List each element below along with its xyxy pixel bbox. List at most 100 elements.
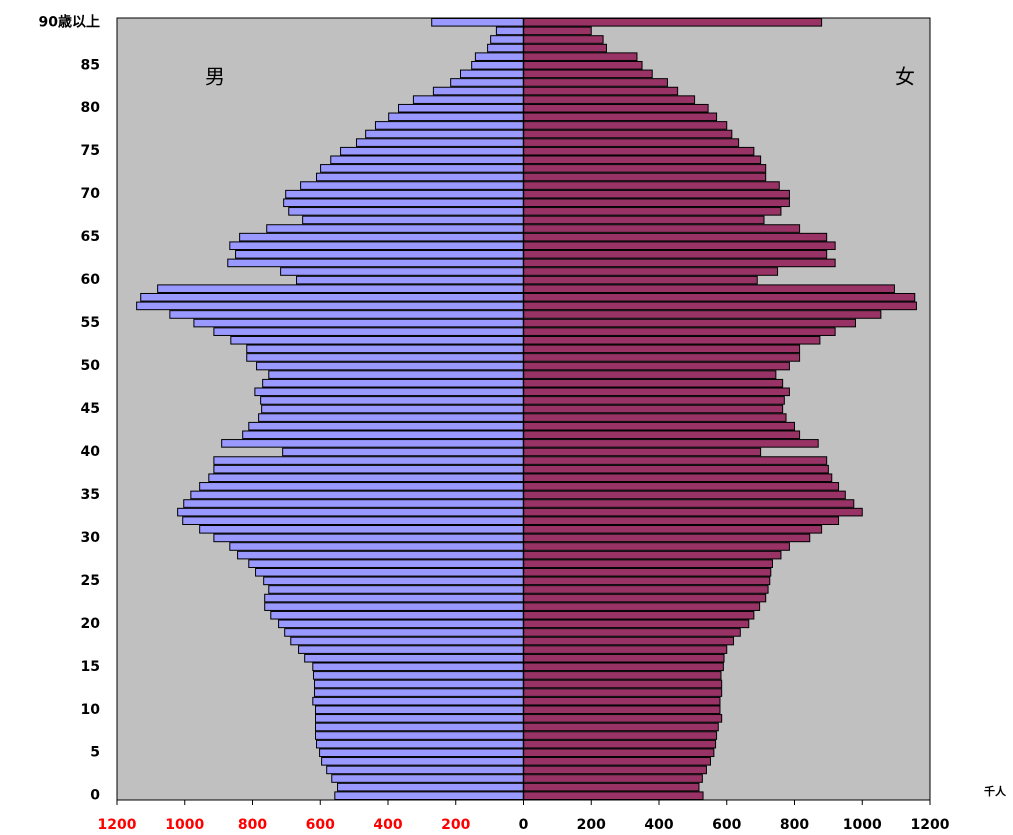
bar [495,26,524,36]
bar [183,499,524,508]
bar [136,301,525,311]
bar [264,593,524,603]
bar [523,164,767,173]
bar [523,765,707,775]
bar [246,353,525,362]
bar [304,653,525,663]
bar [334,791,524,801]
bar [282,447,524,457]
bar [290,636,524,646]
bar [312,662,524,672]
x-tick-label: 800 [780,817,809,833]
bar [412,95,524,104]
bar [523,559,773,568]
x-tick-label: 1200 [911,817,950,833]
bar [315,705,524,715]
bar [523,112,718,122]
bar [330,155,524,165]
bar [523,370,777,379]
bar [523,172,767,182]
bar [193,318,525,328]
y-tick-label: 50 [81,358,101,374]
bar [260,396,524,405]
bar [523,499,855,508]
bar [490,35,524,44]
bar [229,542,525,551]
male-label: 男 [205,65,225,89]
bar [523,361,790,371]
bar [523,473,833,483]
bar [523,507,863,517]
bar [270,610,525,620]
bar [523,490,846,500]
bar [296,275,524,285]
bar [266,224,524,233]
bar [523,430,801,440]
y-tick-label: 5 [90,745,100,761]
bar [315,714,524,723]
x-tick-label: 800 [238,817,267,833]
bar [459,69,524,79]
y-tick-label: 80 [81,100,101,116]
bar [523,696,721,706]
bar [190,490,524,500]
bar [523,155,762,165]
bar [450,78,525,87]
bar [227,258,525,268]
bar [278,619,524,629]
y-tick-label: 70 [81,186,101,202]
bar [523,774,703,783]
bar [523,129,733,139]
bar [523,344,801,354]
bar [523,121,728,130]
bar [246,344,525,354]
bar [213,327,524,336]
bar [313,688,524,697]
bar [487,43,524,53]
bar [523,43,607,53]
bar [298,645,524,654]
bar [280,267,524,276]
y-tick-label: 40 [81,444,101,460]
bar [523,688,723,697]
bar [340,146,525,156]
y-tick-label: 0 [90,788,100,804]
x-tick-label: 1200 [98,817,137,833]
bar [388,112,524,122]
bar [474,52,524,61]
bar [237,550,524,560]
bar [262,378,524,388]
x-tick-label: 600 [712,817,741,833]
bar [523,671,722,680]
x-tick-label: 200 [577,817,606,833]
bar [523,447,762,457]
bar [523,739,717,749]
bar [268,370,525,379]
bar [523,439,819,448]
bar [315,731,524,740]
bar [182,516,524,526]
bar [169,310,524,319]
bar [523,284,895,293]
bar [523,292,916,302]
bar [523,525,823,534]
bar [523,353,801,362]
bar [523,576,771,586]
bar [261,404,524,414]
bar [523,138,740,147]
bar [256,361,524,371]
bar [523,516,840,526]
bar [523,95,696,104]
bar [523,550,782,560]
y-tick-label: 55 [81,315,100,331]
bar [523,327,836,336]
bar [523,748,715,758]
bar [523,378,784,388]
bar [300,181,525,190]
bar [471,60,525,70]
y-tick-label: 30 [81,530,101,546]
x-tick-label: 0 [519,817,529,833]
y-tick-label: 10 [81,702,101,718]
bar [242,430,525,440]
bar [263,576,524,586]
